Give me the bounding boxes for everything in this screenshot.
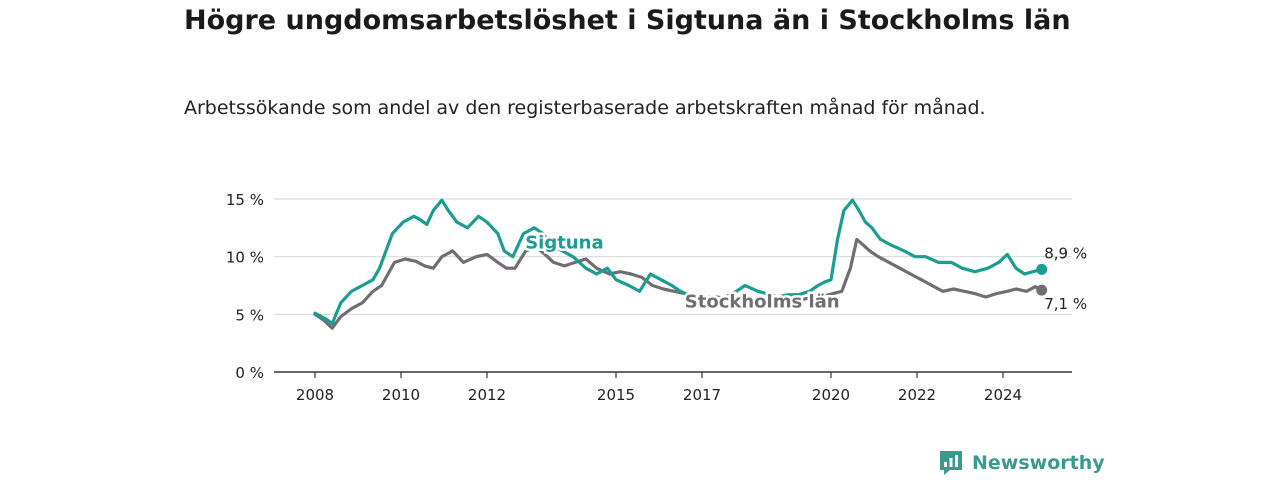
x-tick-label: 2024: [984, 386, 1022, 404]
x-tick-label: 2010: [382, 386, 420, 404]
series-line-sigtuna: [313, 198, 1044, 326]
y-tick-label: 0 %: [235, 364, 264, 382]
x-tick-label: 2015: [597, 386, 635, 404]
x-tick-label: 2012: [468, 386, 506, 404]
y-tick-label: 15 %: [226, 191, 264, 209]
brand-name: Newsworthy: [972, 452, 1105, 474]
y-tick-label: 10 %: [226, 249, 264, 267]
chart-title: Högre ungdomsarbetslöshet i Sigtuna än i…: [184, 5, 1071, 36]
series-labels: 7,1 % 8,9 % Sigtuna Stockholms län: [523, 230, 1087, 315]
x-tick-label: 2017: [683, 386, 721, 404]
newsworthy-logo: Newsworthy: [938, 449, 1105, 477]
series-name-label: Sigtuna: [525, 233, 603, 254]
x-tick-label: 2008: [296, 386, 334, 404]
chart-subtitle: Arbetssökande som andel av den registerb…: [184, 97, 986, 119]
x-tick-label: 2020: [812, 386, 850, 404]
x-axis: 2008 2010 2012 2015 2017 2020 2022 2024: [296, 372, 1022, 404]
newsworthy-icon: [940, 451, 962, 475]
end-point-stockholms-l-n: [1036, 284, 1048, 296]
y-axis-tick-labels: 0 % 5 % 10 % 15 %: [226, 191, 264, 382]
x-tick-label: 2022: [898, 386, 936, 404]
y-tick-label: 5 %: [235, 306, 264, 324]
end-value-label: 7,1 %: [1044, 295, 1087, 313]
end-value-label: 8,9 %: [1044, 244, 1087, 262]
series-name-label: Stockholms län: [685, 291, 840, 312]
grid-lines: [274, 198, 1072, 373]
end-point-sigtuna: [1036, 263, 1048, 275]
series-lines: [313, 198, 1048, 330]
